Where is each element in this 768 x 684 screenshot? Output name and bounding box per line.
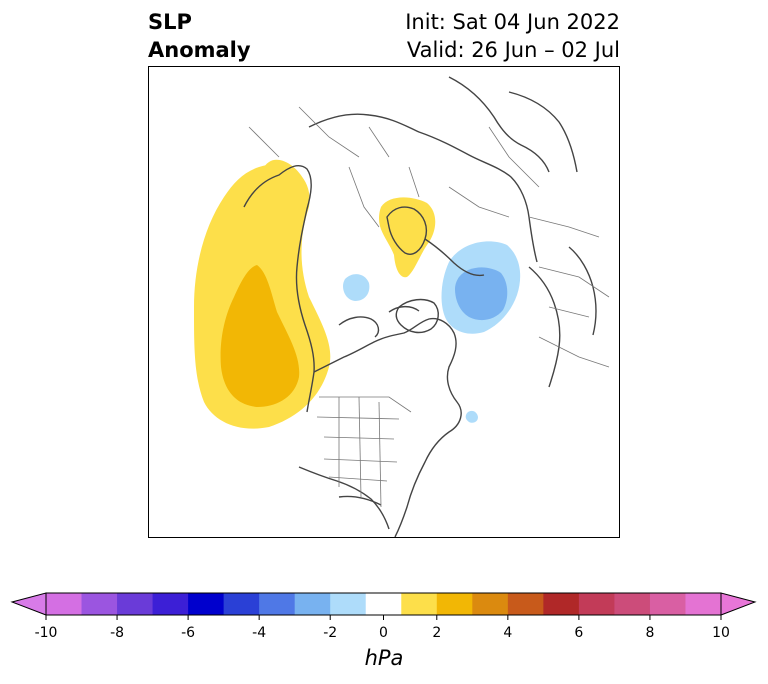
colorbar-segment (152, 593, 189, 615)
barents-low-core (455, 267, 508, 321)
valid-period: Valid: 26 Jun – 02 Jul (406, 38, 620, 62)
colorbar-segment (294, 593, 331, 615)
colorbar-segment (401, 593, 438, 615)
colorbar-segment (543, 593, 580, 615)
colorbar-segment (578, 593, 615, 615)
atlantic-low (465, 410, 478, 423)
title-line-1: SLP (148, 10, 192, 34)
colorbar-tick-label: -6 (181, 625, 196, 641)
colorbar-segment (188, 593, 225, 615)
colorbar-tick-label: -4 (252, 625, 267, 641)
colorbar-tick-label: -2 (323, 625, 338, 641)
colorbar-segment (649, 593, 686, 615)
polar-map (194, 76, 610, 537)
colorbar-segment (507, 593, 544, 615)
arctic-low (343, 274, 370, 301)
colorbar-unit: hPa (364, 646, 404, 670)
colorbar-tick-label: 8 (645, 625, 655, 641)
colorbar-segments (46, 593, 722, 615)
colorbar-under-arrow (10, 592, 47, 616)
colorbar-segment (259, 593, 296, 615)
colorbar-tick-label: 0 (379, 625, 388, 641)
colorbar-tick-label: 4 (503, 625, 513, 641)
colorbar-tick-label: 2 (432, 625, 442, 641)
colorbar-tick-label: 6 (574, 625, 584, 641)
coastlines (243, 76, 597, 537)
colorbar-tick-label: -10 (34, 625, 58, 641)
alaska-ridge (259, 159, 307, 215)
colorbar-segment (365, 593, 402, 615)
title-line-2: Anomaly (148, 38, 251, 62)
colorbar-segment (614, 593, 651, 615)
colorbar-segment (117, 593, 154, 615)
colorbar-segment (223, 593, 260, 615)
colorbar-ticks (45, 615, 722, 620)
colorbar-tick-label: -8 (110, 625, 125, 641)
colorbar-segment (472, 593, 509, 615)
map-title: SLP Anomaly (148, 8, 251, 64)
scandinavia-high (379, 197, 436, 278)
anomaly-shading (194, 159, 521, 429)
map-panel (148, 66, 620, 538)
colorbar-tick-label: 10 (712, 625, 730, 641)
colorbar-segment (685, 593, 722, 615)
colorbar (10, 592, 757, 620)
colorbar-over-arrow (720, 592, 757, 616)
colorbar-segment (81, 593, 118, 615)
forecast-info: Init: Sat 04 Jun 2022 Valid: 26 Jun – 02… (405, 8, 620, 64)
colorbar-segment (330, 593, 367, 615)
north-pacific-core (220, 265, 300, 407)
political-borders (248, 106, 610, 508)
init-date: Init: Sat 04 Jun 2022 (405, 10, 620, 34)
colorbar-segment (436, 593, 473, 615)
colorbar-segment (46, 593, 83, 615)
